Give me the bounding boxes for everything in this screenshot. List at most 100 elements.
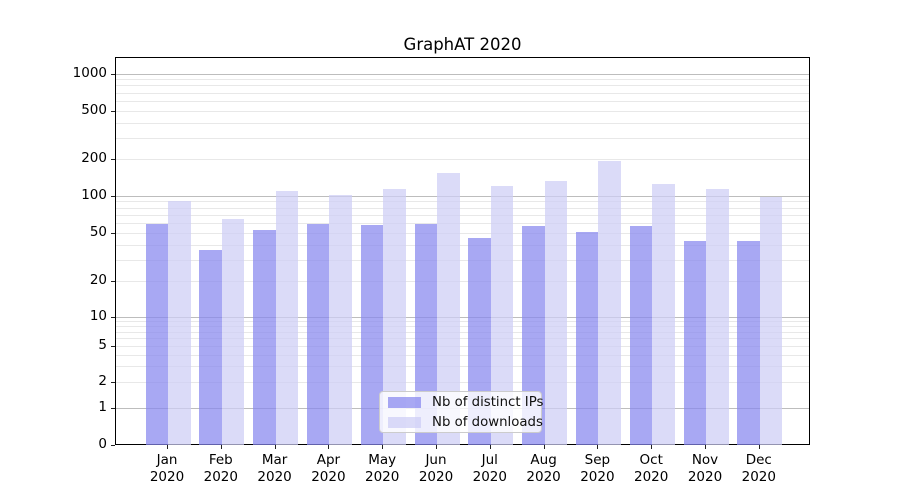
bar-distinct-ips-oct	[629, 226, 653, 445]
minor-gridline	[116, 338, 809, 340]
bar-downloads-jul	[490, 185, 514, 445]
y-tick-mark	[111, 316, 115, 318]
bar-downloads-nov	[706, 189, 729, 445]
minor-gridline	[116, 79, 809, 81]
bar-downloads-oct	[652, 184, 675, 445]
x-tick-mark	[597, 445, 599, 449]
minor-gridline	[116, 207, 809, 209]
y-tick-label: 0	[98, 435, 107, 452]
minor-gridline	[116, 259, 809, 261]
minor-gridline	[116, 381, 809, 383]
x-tick-year: 2020	[634, 468, 669, 485]
y-tick-mark	[111, 195, 115, 197]
x-tick-label-jun: Jun 2020	[409, 452, 463, 485]
legend-label: Nb of distinct IPs	[432, 394, 544, 410]
x-tick-label-mar: Mar 2020	[248, 452, 302, 485]
x-tick-year: 2020	[203, 468, 238, 485]
x-tick-mark	[220, 445, 222, 449]
x-tick-year: 2020	[741, 468, 776, 485]
bar-distinct-ips-jun	[414, 224, 437, 445]
bar-distinct-ips-jan	[145, 224, 168, 445]
y-tick-mark	[111, 407, 115, 409]
y-tick-mark	[111, 110, 115, 112]
y-tick-mark	[111, 159, 115, 161]
x-tick-month: Sep	[584, 452, 611, 468]
bar-distinct-ips-mar	[253, 229, 276, 445]
x-tick-mark	[705, 445, 706, 449]
x-tick-month: Apr	[316, 452, 341, 468]
minor-gridline	[116, 122, 809, 124]
minor-gridline	[116, 159, 809, 161]
bar-distinct-ips-may	[360, 225, 384, 445]
bar-distinct-ips-apr	[306, 224, 330, 445]
bar-downloads-jun	[437, 173, 460, 445]
x-tick-label-nov: Nov 2020	[678, 452, 732, 485]
y-tick-label: 1000	[72, 64, 107, 81]
x-tick-month: Nov	[691, 452, 719, 468]
y-tick-label: 10	[89, 307, 107, 324]
minor-gridline	[116, 92, 809, 94]
legend-item: Nb of downloads	[388, 414, 543, 430]
x-tick-mark	[436, 445, 437, 449]
chart-title: GraphAT 2020	[403, 35, 522, 54]
y-tick-label: 100	[81, 186, 107, 203]
minor-gridline	[116, 201, 809, 203]
bar-downloads-sep	[598, 161, 621, 445]
plot-area	[115, 57, 810, 445]
bar-distinct-ips-aug	[522, 226, 545, 445]
x-tick-month: Oct	[639, 452, 663, 468]
bar-distinct-ips-nov	[683, 240, 706, 445]
x-tick-mark	[543, 445, 545, 449]
x-tick-year: 2020	[418, 468, 454, 485]
y-tick-mark	[111, 346, 115, 347]
y-tick-mark	[111, 280, 115, 282]
y-tick-label: 1	[98, 398, 107, 415]
minor-gridline	[116, 346, 809, 347]
bar-downloads-feb	[221, 219, 245, 445]
minor-gridline	[116, 325, 809, 327]
x-tick-label-jul: Jul 2020	[463, 452, 517, 485]
y-tick-label: 500	[81, 101, 107, 118]
y-tick-label: 200	[81, 150, 107, 167]
y-tick-mark	[111, 381, 115, 383]
x-tick-year: 2020	[687, 468, 723, 485]
legend-swatch-downloads	[388, 416, 421, 428]
minor-gridline	[116, 354, 809, 356]
x-tick-year: 2020	[526, 468, 561, 485]
minor-gridline	[116, 365, 809, 367]
bar-downloads-mar	[275, 190, 299, 445]
x-tick-label-apr: Apr 2020	[301, 452, 355, 485]
minor-gridline	[116, 110, 809, 112]
legend-label: Nb of downloads	[432, 414, 543, 430]
x-tick-year: 2020	[149, 468, 185, 485]
bar-downloads-apr	[329, 194, 352, 445]
x-tick-label-may: May 2020	[355, 452, 409, 485]
y-tick-label: 50	[89, 224, 107, 240]
x-tick-month: Mar	[261, 452, 288, 468]
x-tick-year: 2020	[580, 468, 615, 485]
x-tick-mark	[382, 445, 384, 449]
bar-downloads-dec	[759, 196, 783, 445]
bar-downloads-aug	[544, 181, 568, 445]
y-tick-mark	[111, 73, 115, 75]
x-tick-month: Aug	[530, 452, 557, 468]
minor-gridline	[116, 233, 809, 234]
minor-gridline	[116, 100, 809, 102]
minor-gridline	[116, 223, 809, 225]
x-tick-year: 2020	[472, 468, 507, 485]
minor-gridline	[116, 137, 809, 139]
y-tick-label: 20	[89, 271, 107, 288]
bar-downloads-may	[383, 189, 406, 445]
x-tick-year: 2020	[257, 468, 292, 485]
y-tick-label: 2	[98, 372, 107, 389]
bar-distinct-ips-dec	[737, 240, 760, 445]
major-gridline	[116, 195, 809, 197]
x-tick-month: Jun	[425, 452, 447, 468]
legend: Nb of distinct IPs Nb of downloads	[379, 391, 544, 433]
x-tick-month: Jan	[156, 452, 178, 468]
minor-gridline	[116, 214, 809, 216]
minor-gridline	[116, 280, 809, 282]
legend-swatch-distinct-ips	[388, 396, 421, 408]
bar-distinct-ips-sep	[575, 231, 599, 445]
